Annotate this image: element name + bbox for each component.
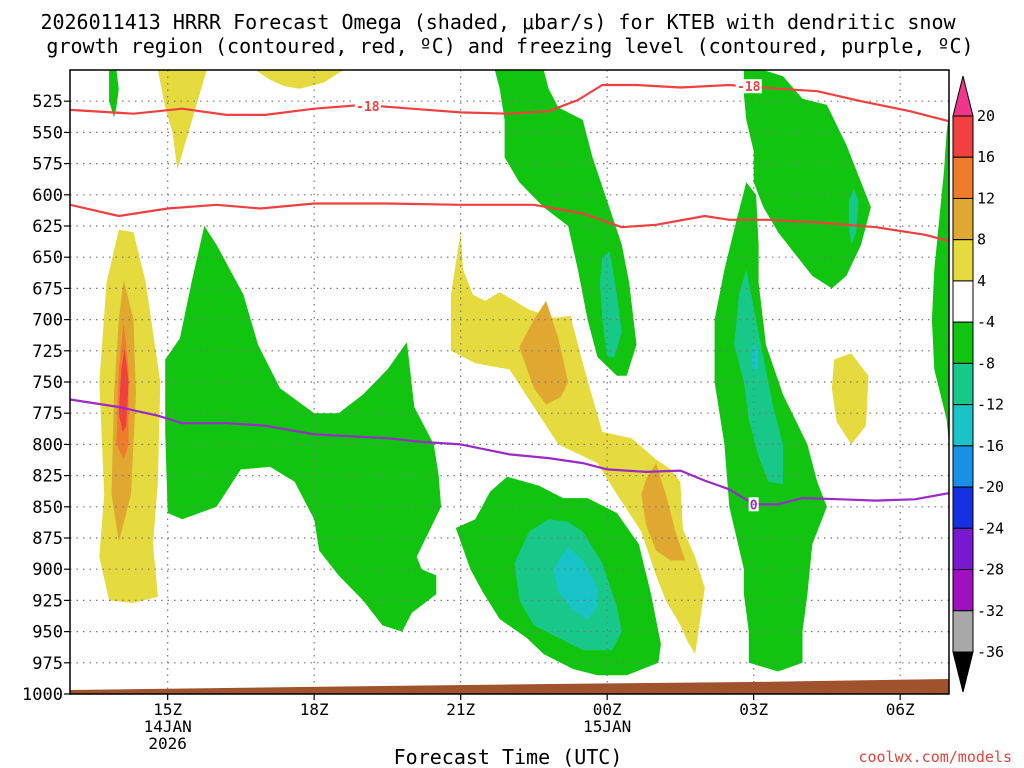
omega-region-7 <box>519 300 569 405</box>
omega-region-4 <box>157 70 207 170</box>
x-tick-label-15Z-2: 2026 <box>148 734 187 753</box>
dendritic-bottom-contour <box>70 202 949 243</box>
omega-region-11 <box>165 226 442 632</box>
y-tick-label-800: 800 <box>32 435 63 455</box>
colorbar-swatch-7 <box>952 404 974 447</box>
credit-text: coolwx.com/models <box>858 748 1012 766</box>
chart-title-line-1: 2026011413 HRRR Forecast Omega (shaded, … <box>40 10 956 34</box>
colorbar-label-13: -36 <box>977 643 1004 661</box>
y-tick-label-600: 600 <box>32 186 63 206</box>
y-tick-label-925: 925 <box>32 591 63 611</box>
colorbar-label-1: 16 <box>977 148 995 166</box>
x-tick-label-18Z-0: 18Z <box>300 700 329 719</box>
colorbar-label-4: 4 <box>977 272 986 290</box>
y-tick-label-775: 775 <box>32 404 63 424</box>
omega-region-22 <box>931 113 949 445</box>
y-tick-label-650: 650 <box>32 248 63 268</box>
colorbar-arrow-top <box>952 75 974 117</box>
y-tick-label-1000: 1000 <box>22 685 63 705</box>
contour-label-bg-2 <box>748 497 759 512</box>
colorbar: 20 16 12 8 4 -4 -8 -12 -16 -20 -24 -28 -32 -36 <box>952 75 1004 693</box>
y-tick-label-525: 525 <box>32 92 63 112</box>
y-tick-label-850: 850 <box>32 498 63 518</box>
y-tick-label-900: 900 <box>32 560 63 580</box>
dendritic-top-contour <box>70 83 949 123</box>
omega-region-18 <box>734 269 783 485</box>
colorbar-label-5: -4 <box>977 313 995 331</box>
y-tick-label-750: 750 <box>32 373 63 393</box>
contour-label-bg-1 <box>735 79 762 94</box>
temperature-contours <box>70 83 949 506</box>
terrain-ground <box>70 679 949 694</box>
contour-labels: -18 -18 0 <box>354 79 762 513</box>
colorbar-label-10: -24 <box>977 519 1004 537</box>
y-tick-label-550: 550 <box>32 123 63 143</box>
colorbar-swatch-4 <box>952 280 974 323</box>
colorbar-label-6: -8 <box>977 354 995 372</box>
colorbar-swatch-1 <box>952 156 974 199</box>
y-tick-label-975: 975 <box>32 654 63 674</box>
colorbar-swatch-6 <box>952 362 974 406</box>
colorbar-swatch-9 <box>952 486 974 529</box>
omega-region-6 <box>450 232 705 655</box>
colorbar-label-9: -20 <box>977 478 1004 496</box>
omega-region-9 <box>831 353 869 445</box>
y-tick-label-825: 825 <box>32 467 63 487</box>
omega-region-21 <box>848 188 859 245</box>
omega-region-20 <box>743 70 871 289</box>
colorbar-label-11: -28 <box>977 561 1004 579</box>
y-tick-label-675: 675 <box>32 279 63 299</box>
colorbar-swatch-12 <box>952 610 974 653</box>
colorbar-swatch-8 <box>952 445 974 488</box>
colorbar-label-3: 8 <box>977 231 986 249</box>
x-tick-label-03Z-0: 03Z <box>739 700 768 719</box>
omega-region-16 <box>599 251 622 357</box>
colorbar-arrow-bottom <box>952 651 974 693</box>
colorbar-swatch-5 <box>952 321 974 364</box>
pressure-axis: 525 550 575 600 625 650 675 700 725 750 775 800 825 8… <box>22 92 70 705</box>
contour-label-1: -18 <box>737 80 761 95</box>
x-tick-label-06Z-0: 06Z <box>886 700 915 719</box>
y-tick-label-875: 875 <box>32 529 63 549</box>
colorbar-swatch-3 <box>952 239 974 282</box>
chart-title-line-2: growth region (contoured, red, ºC) and f… <box>46 34 973 58</box>
colorbar-swatch-10 <box>952 527 974 571</box>
contour-label-2: 0 <box>750 498 758 513</box>
x-tick-label-00Z-0: 00Z <box>593 700 622 719</box>
colorbar-label-12: -32 <box>977 602 1004 620</box>
colorbar-label-2: 12 <box>977 189 995 207</box>
omega-region-8 <box>641 463 686 561</box>
y-tick-label-725: 725 <box>32 342 63 362</box>
y-tick-label-575: 575 <box>32 155 63 175</box>
colorbar-swatch-0 <box>952 115 974 158</box>
x-tick-label-21Z-0: 21Z <box>446 700 475 719</box>
contour-label-0: -18 <box>356 100 380 115</box>
omega-region-14 <box>553 546 598 620</box>
contour-label-bg-0 <box>354 99 381 114</box>
colorbar-label-0: 20 <box>977 107 995 125</box>
freezing-level-contour <box>70 398 949 506</box>
colorbar-swatch-2 <box>952 197 974 241</box>
omega-region-3 <box>118 348 129 432</box>
y-tick-label-625: 625 <box>32 217 63 237</box>
colorbar-label-8: -16 <box>977 437 1004 455</box>
x-tick-label-00Z-1: 15JAN <box>583 717 631 736</box>
colorbar-swatch-11 <box>952 569 974 612</box>
omega-region-10 <box>109 70 119 118</box>
colorbar-label-7: -12 <box>977 396 1004 414</box>
omega-shading <box>99 70 949 676</box>
x-tick-label-15Z-0: 15Z <box>153 700 182 719</box>
y-tick-label-700: 700 <box>32 311 63 331</box>
x-axis-label: Forecast Time (UTC) <box>394 745 623 768</box>
omega-region-5 <box>255 70 344 89</box>
x-tick-label-15Z-1: 14JAN <box>144 717 192 736</box>
gridlines <box>70 70 949 695</box>
y-tick-label-950: 950 <box>32 623 63 643</box>
omega-region-19 <box>751 342 758 372</box>
